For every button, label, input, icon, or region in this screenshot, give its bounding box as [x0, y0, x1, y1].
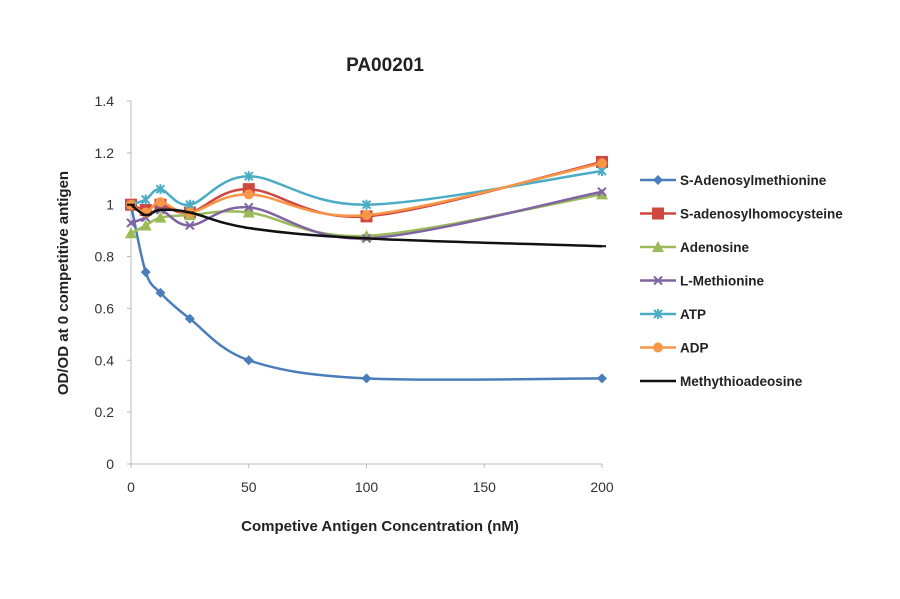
y-tick-label: 0 [106, 456, 114, 472]
data-point [597, 373, 607, 384]
legend-item: S-adenosylhomocysteine [640, 207, 843, 222]
data-point [140, 267, 151, 278]
data-point [597, 187, 607, 197]
legend-label: S-adenosylhomocysteine [680, 207, 843, 222]
data-point [141, 194, 151, 205]
series-adp [126, 158, 607, 221]
legend-label: L-Methionine [680, 274, 764, 289]
series-methythioadeosine [127, 203, 606, 248]
legend-marker [653, 275, 663, 286]
legend-marker [653, 342, 663, 353]
legend-label: Adenosine [680, 240, 750, 255]
data-point [244, 171, 254, 182]
data-point [597, 158, 607, 169]
x-axis-label: Competive Antigen Concentration (nM) [241, 518, 519, 535]
data-point [139, 219, 152, 231]
x-tick-label: 150 [473, 479, 497, 495]
data-point [244, 202, 254, 213]
legend-marker [652, 241, 664, 252]
data-point [155, 184, 166, 195]
data-point [184, 313, 195, 324]
legend-marker [652, 207, 664, 220]
legend-item: L-Methionine [640, 274, 764, 289]
y-tick-label: 0.4 [95, 352, 115, 368]
data-point [242, 206, 255, 218]
data-point [125, 227, 137, 239]
x-tick-label: 200 [590, 479, 614, 495]
y-tick-label: 0.2 [95, 404, 115, 420]
x-tick-label: 50 [241, 479, 257, 495]
chart-title: PA00201 [346, 55, 424, 76]
legend-label: ATP [680, 307, 706, 322]
legend-label: ADP [680, 341, 709, 356]
y-tick-label: 0.6 [95, 300, 115, 316]
series-s-adenosylmethionine [126, 199, 607, 384]
data-point [155, 197, 166, 208]
y-tick-label: 1 [106, 197, 114, 213]
data-point [243, 189, 254, 200]
legend-item: Methythioadeosine [640, 374, 803, 389]
legend-marker [653, 309, 663, 319]
x-tick-label: 0 [127, 479, 135, 495]
legend-item: S-Adenosylmethionine [640, 173, 827, 188]
y-tick-label: 0.8 [95, 249, 115, 265]
data-point [243, 355, 254, 366]
legend-label: S-Adenosylmethionine [680, 173, 827, 188]
legend-marker [653, 175, 663, 185]
data-point [185, 220, 195, 231]
series-atp [126, 166, 607, 210]
x-tick-label: 100 [355, 479, 379, 495]
y-tick-label: 1.4 [95, 93, 115, 109]
data-point [126, 218, 136, 228]
data-point [154, 211, 167, 223]
data-point [155, 287, 166, 298]
legend-item: ATP [640, 307, 706, 322]
legend-label: Methythioadeosine [680, 374, 803, 389]
y-tick-label: 1.2 [95, 145, 115, 161]
data-point [361, 210, 372, 221]
data-point [361, 373, 372, 384]
legend-item: ADP [640, 341, 709, 356]
data-point [361, 199, 372, 210]
legend-item: Adenosine [640, 240, 750, 255]
data-point [596, 188, 608, 200]
y-axis-label: OD/OD at 0 competitive antigen [55, 171, 72, 395]
